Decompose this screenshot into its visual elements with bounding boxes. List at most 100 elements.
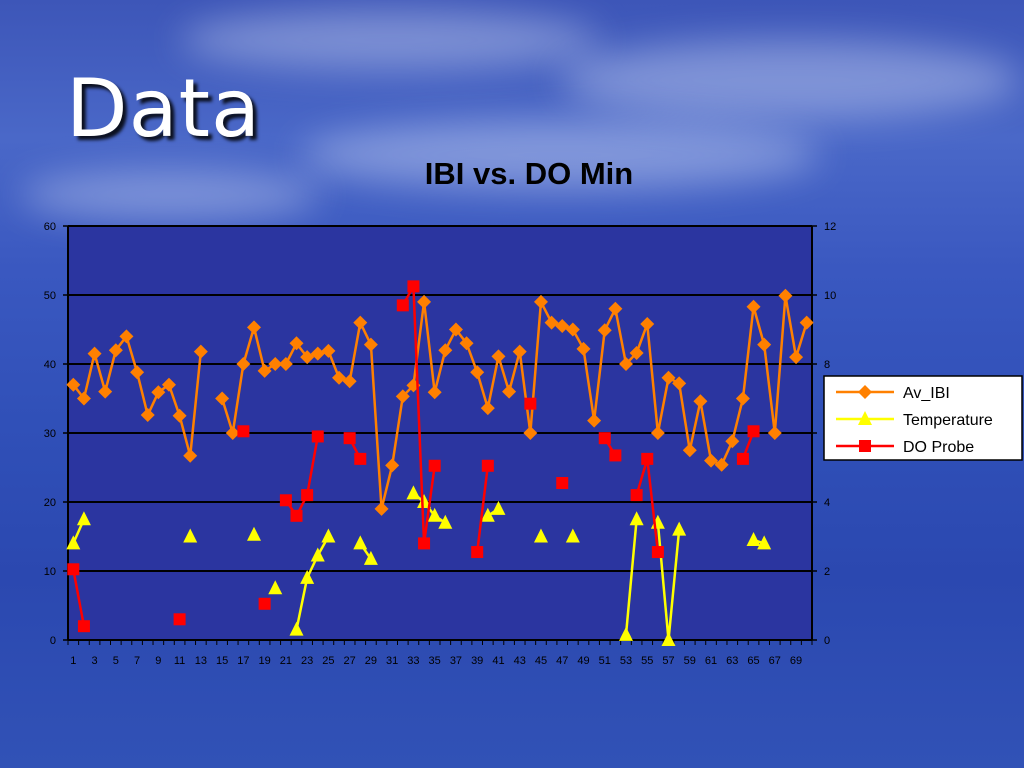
point-do-probe: [609, 449, 622, 462]
point-av-ibi: [704, 453, 719, 468]
series-line-do-probe: [72, 569, 86, 627]
point-av-ibi: [714, 457, 729, 472]
y-right-tick-label: 8: [824, 359, 830, 371]
point-av-ibi: [236, 357, 251, 371]
point-av-ibi: [619, 357, 633, 371]
axes: 0102030405060024681012135791113151719212…: [44, 221, 837, 667]
x-tick-label: 11: [174, 655, 185, 667]
x-tick-label: 49: [577, 655, 589, 667]
x-tick-label: 41: [492, 655, 504, 667]
point-av-ibi: [555, 319, 570, 334]
point-temperature: [417, 494, 432, 508]
point-do-probe: [237, 425, 250, 438]
point-av-ibi: [215, 391, 230, 406]
point-temperature: [427, 507, 442, 522]
point-av-ibi: [735, 391, 750, 406]
x-tick-label: 65: [747, 655, 759, 667]
legend-marker: [858, 411, 872, 425]
point-av-ibi: [225, 426, 240, 440]
y-left-tick-label: 30: [44, 428, 56, 440]
point-av-ibi: [353, 315, 368, 330]
point-temperature: [321, 528, 336, 543]
point-av-ibi: [140, 408, 155, 423]
point-av-ibi: [512, 344, 527, 359]
point-temperature: [363, 550, 378, 565]
point-av-ibi: [310, 346, 325, 361]
x-tick-label: 15: [216, 655, 228, 667]
point-av-ibi: [193, 344, 208, 359]
point-temperature: [565, 528, 580, 543]
point-av-ibi: [66, 377, 81, 392]
point-av-ibi: [98, 384, 113, 399]
x-tick-label: 5: [113, 655, 119, 667]
x-tick-label: 1: [70, 655, 76, 667]
x-tick-label: 53: [620, 655, 632, 667]
sky-cloud: [20, 170, 320, 220]
point-do-probe: [279, 494, 292, 507]
x-tick-label: 17: [237, 655, 249, 667]
point-do-probe: [354, 452, 367, 465]
x-tick-label: 27: [344, 655, 356, 667]
point-temperature: [672, 521, 687, 536]
x-tick-label: 51: [599, 655, 611, 667]
point-av-ibi: [130, 365, 145, 380]
point-av-ibi: [565, 322, 580, 337]
y-left-tick-label: 40: [44, 359, 56, 371]
x-tick-label: 69: [790, 655, 802, 667]
point-av-ibi: [470, 365, 485, 380]
point-temperature: [247, 526, 261, 541]
point-av-ibi: [278, 357, 293, 371]
series-line-temperature: [295, 535, 330, 630]
point-do-probe: [524, 397, 537, 410]
point-do-probe: [747, 425, 760, 438]
point-av-ibi: [608, 301, 623, 316]
series-av-ibi: [66, 288, 814, 516]
point-temperature: [353, 535, 368, 550]
point-temperature: [757, 535, 772, 550]
legend-label: Av_IBI: [903, 385, 950, 402]
point-temperature: [66, 535, 81, 550]
x-tick-label: 57: [662, 655, 674, 667]
point-do-probe: [428, 459, 441, 472]
y-left-tick-label: 10: [44, 566, 56, 578]
point-do-probe: [418, 537, 431, 550]
point-temperature: [438, 514, 453, 529]
x-tick-label: 25: [322, 655, 334, 667]
point-av-ibi: [799, 315, 814, 330]
point-av-ibi: [321, 343, 336, 358]
point-av-ibi: [448, 322, 463, 337]
x-tick-label: 63: [726, 655, 738, 667]
series-temperature: [66, 485, 772, 646]
point-av-ibi: [161, 377, 176, 392]
point-av-ibi: [395, 389, 410, 404]
point-av-ibi: [725, 434, 740, 449]
point-av-ibi: [661, 370, 676, 385]
point-do-probe: [641, 452, 654, 465]
point-av-ibi: [427, 385, 442, 400]
x-tick-label: 13: [195, 655, 207, 667]
point-do-probe: [67, 563, 80, 576]
x-tick-label: 19: [259, 655, 271, 667]
point-temperature: [480, 507, 495, 522]
point-av-ibi: [757, 337, 772, 352]
x-tick-label: 67: [769, 655, 781, 667]
point-do-probe: [311, 430, 324, 443]
sky-cloud: [560, 40, 1020, 120]
point-av-ibi: [385, 458, 400, 473]
x-tick-label: 7: [134, 655, 140, 667]
point-av-ibi: [789, 350, 804, 365]
point-av-ibi: [417, 294, 432, 309]
point-av-ibi: [332, 370, 347, 385]
point-av-ibi: [480, 401, 495, 416]
y-left-tick-label: 50: [44, 290, 56, 302]
point-do-probe: [258, 597, 271, 610]
x-tick-label: 47: [556, 655, 568, 667]
series-line-do-probe: [401, 285, 436, 545]
point-av-ibi: [438, 343, 453, 358]
point-av-ibi: [587, 413, 602, 428]
point-av-ibi: [746, 299, 761, 314]
point-av-ibi: [268, 357, 283, 371]
legend-label: DO Probe: [903, 439, 974, 456]
x-tick-label: 39: [471, 655, 483, 667]
point-av-ibi: [767, 426, 782, 440]
